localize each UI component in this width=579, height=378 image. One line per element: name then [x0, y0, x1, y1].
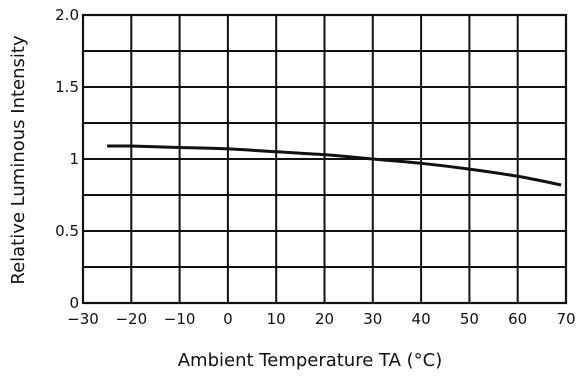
x-tick-label: 20: [315, 310, 334, 328]
series-line: [107, 144, 562, 187]
x-tick-labels: −30 −20 −10 0 10 20 30 40 50 60 70: [67, 310, 575, 328]
grid: [83, 15, 566, 303]
x-tick-label: 30: [363, 310, 382, 328]
x-tick-label: 40: [412, 310, 431, 328]
y-tick-label: 2.0: [55, 6, 79, 24]
plot-frame: [81, 13, 568, 305]
y-tick-label: 1.5: [55, 78, 79, 96]
y-tick-labels: 0 0.5 1 1.5 2.0: [55, 6, 79, 312]
x-tick-label: 60: [508, 310, 527, 328]
series-layer: [107, 144, 562, 187]
x-tick-label: 50: [460, 310, 479, 328]
x-tick-label: −20: [115, 310, 147, 328]
y-tick-label: 1: [69, 150, 79, 168]
x-tick-label: −10: [164, 310, 196, 328]
x-tick-label: 10: [267, 310, 286, 328]
y-tick-label: 0.5: [55, 222, 79, 240]
x-tick-label: −30: [67, 310, 99, 328]
x-tick-label: 70: [556, 310, 575, 328]
y-tick-label: 0: [69, 294, 79, 312]
x-tick-label: 0: [223, 310, 233, 328]
x-axis-title: Ambient Temperature TA (°C): [178, 350, 443, 371]
y-axis-title: Relative Luminous Intensity: [8, 35, 29, 285]
